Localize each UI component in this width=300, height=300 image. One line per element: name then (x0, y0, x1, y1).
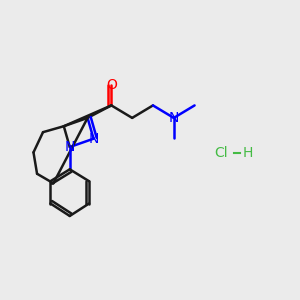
Text: N: N (88, 132, 99, 146)
Text: N: N (169, 111, 179, 125)
Text: N: N (64, 140, 75, 154)
Text: O: O (106, 78, 117, 92)
Text: H: H (243, 146, 253, 160)
Text: Cl: Cl (214, 146, 228, 160)
